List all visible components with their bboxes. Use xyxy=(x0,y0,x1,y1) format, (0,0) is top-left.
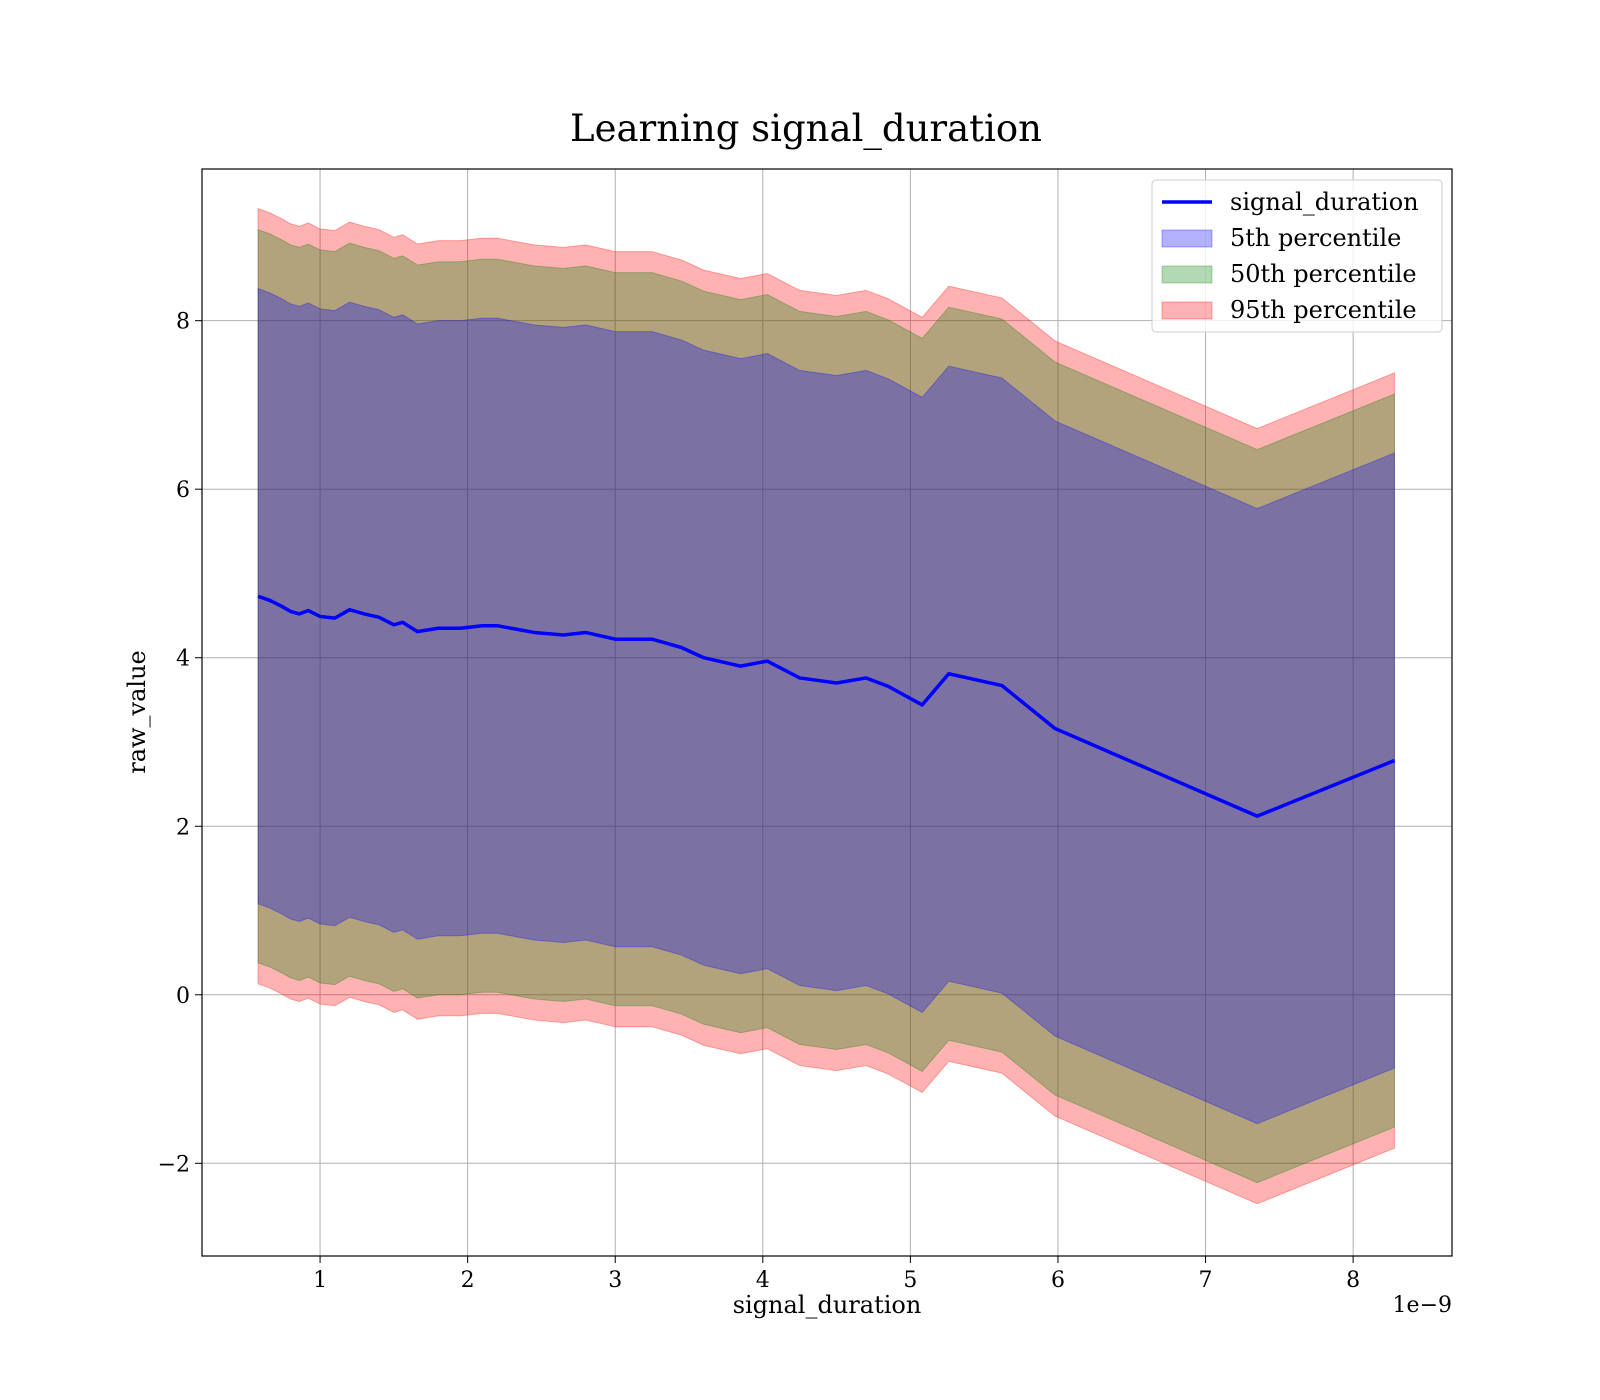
x-tick-label-7: 8 xyxy=(1346,1268,1360,1293)
band-95th-percentile xyxy=(257,207,1395,1205)
legend-box xyxy=(1151,179,1443,333)
x-tick-label-0: 1 xyxy=(313,1268,327,1293)
x-tick-label-5: 6 xyxy=(1051,1268,1065,1293)
legend: signal_duration 5th percentile 50th percen… xyxy=(1151,179,1443,333)
y-tick-label-3: 4 xyxy=(176,647,190,672)
legend-label-5th-percentile: 5th percentile xyxy=(1230,224,1401,252)
x-tick-label-2: 3 xyxy=(608,1268,622,1293)
band-5th-percentile xyxy=(257,287,1395,1125)
y-axis-label: raw_value xyxy=(123,650,151,774)
chart-title: Learning signal_duration xyxy=(570,107,1042,151)
x-axis-offset-text: 1e−9 xyxy=(1393,1293,1452,1318)
y-tick-label-1: 0 xyxy=(176,984,190,1009)
x-axis-label: signal_duration xyxy=(733,1291,922,1319)
y-tick-label-2: 2 xyxy=(176,815,190,840)
legend-swatch-5th-percentile xyxy=(1161,229,1213,248)
grid xyxy=(202,169,1452,1256)
band-50th-percentile xyxy=(257,228,1395,1184)
x-tick-label-6: 7 xyxy=(1199,1268,1213,1293)
legend-label-95th-percentile: 95th percentile xyxy=(1230,296,1417,324)
x-tick-label-1: 2 xyxy=(461,1268,475,1293)
x-tick-label-3: 4 xyxy=(756,1268,770,1293)
y-axis-ticks: −2 0 2 4 6 8 xyxy=(158,310,202,1177)
percentile-bands xyxy=(257,207,1395,1205)
y-tick-label-5: 8 xyxy=(176,310,190,335)
x-axis-ticks: 1 2 3 4 5 6 7 8 xyxy=(313,1256,1360,1293)
line-signal-duration xyxy=(257,594,1396,818)
x-tick-label-4: 5 xyxy=(903,1268,917,1293)
legend-swatch-50th-percentile xyxy=(1161,265,1213,284)
legend-swatch-95th-percentile xyxy=(1161,301,1213,320)
y-tick-label-4: 6 xyxy=(176,478,190,503)
legend-label-signal-duration: signal_duration xyxy=(1230,188,1419,216)
plot-frame xyxy=(201,168,1453,1257)
legend-label-50th-percentile: 50th percentile xyxy=(1230,260,1417,288)
y-tick-label-0: −2 xyxy=(158,1152,190,1177)
series-lines xyxy=(257,594,1396,818)
